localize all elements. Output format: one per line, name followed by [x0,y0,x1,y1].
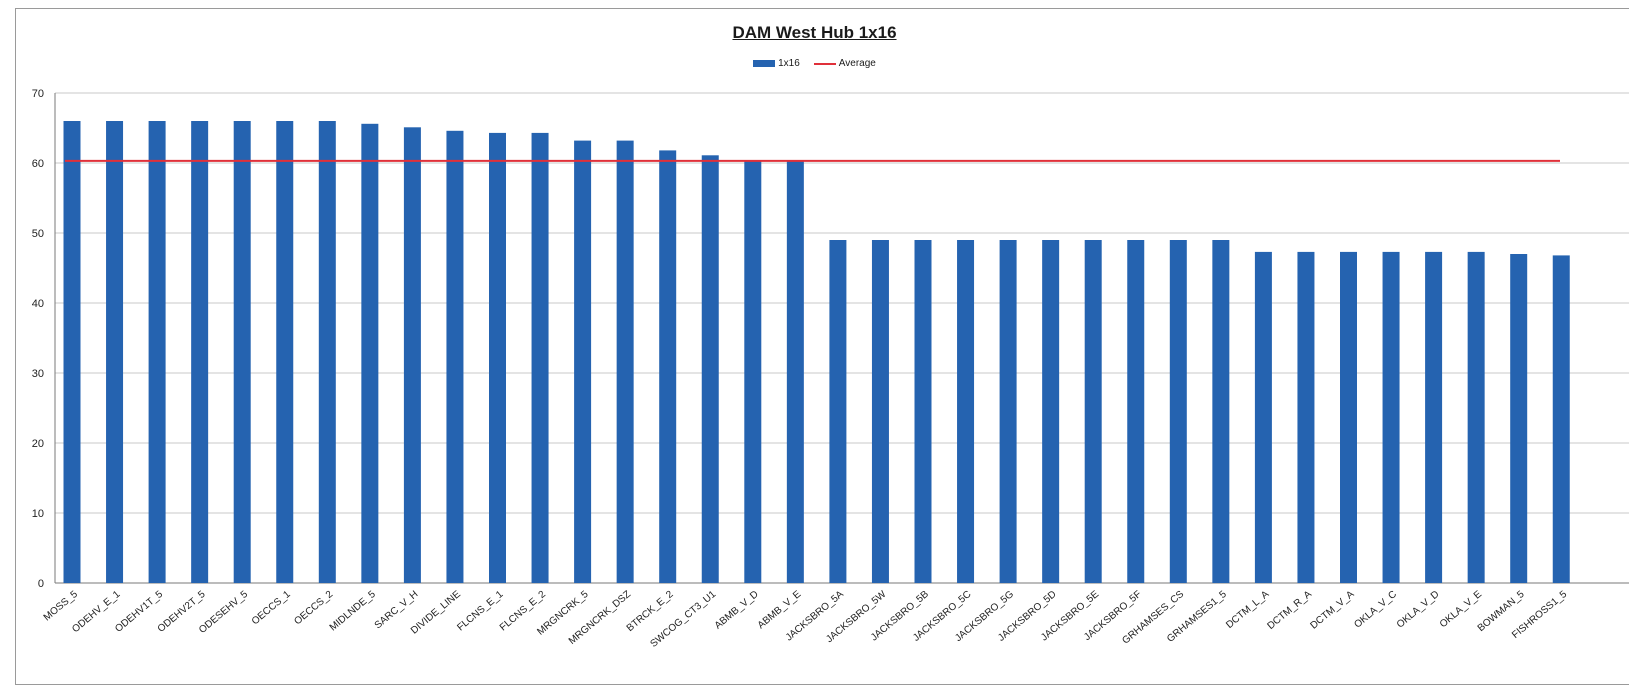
legend-label-average: Average [838,58,876,69]
bar [1340,251,1357,583]
x-tick-label: ABMB_V_D [713,589,761,632]
bar [233,121,251,583]
bar [106,121,124,583]
bar [276,121,294,583]
bar [1510,254,1528,583]
chart-legend: 1x16 Average [0,58,1629,69]
bar [616,140,634,583]
bar [659,150,677,583]
bar [1042,240,1060,583]
bar [1297,251,1315,583]
bar [1169,240,1187,583]
x-tick-label: MOSS_5 [42,589,80,624]
y-tick-label: 60 [32,158,44,170]
bar [786,160,804,583]
x-tick-label: OKLA_V_D [1395,589,1442,631]
bar [63,121,81,583]
legend-swatch-line [813,62,836,65]
bar [361,123,379,584]
bar [446,130,464,584]
bar [1212,240,1230,583]
y-tick-label: 0 [38,578,44,590]
x-tick-label: OKLA_V_C [1352,589,1399,631]
bar [1425,251,1443,583]
legend-label-bars: 1x16 [778,58,800,69]
x-tick-label: OECCS_2 [292,589,335,628]
bar [489,132,506,583]
y-tick-label: 30 [32,368,44,380]
bar [701,155,719,584]
y-tick-label: 20 [32,438,44,450]
x-tick-label: DCTM_R_A [1266,589,1315,632]
bar [403,127,421,584]
bar [148,121,166,583]
x-tick-label: DCTM_L_A [1224,589,1271,631]
bar [744,160,762,583]
bar [999,240,1017,583]
y-tick-label: 70 [32,88,44,100]
y-tick-label: 10 [32,508,44,520]
legend-swatch-bar [753,60,776,67]
legend-item-average: Average [813,58,876,69]
bar [1127,240,1145,583]
bar [574,140,592,583]
y-tick-label: 40 [32,298,44,310]
chart-title: DAM West Hub 1x16 [732,23,897,42]
bar [1254,251,1272,583]
bar [1467,251,1485,583]
bar [1552,255,1570,583]
y-tick-label: 50 [32,228,44,240]
x-tick-label: MIDLNDE_5 [328,589,378,634]
bar [871,240,889,583]
legend-item-bars: 1x16 [753,58,800,69]
bar [914,240,932,583]
x-tick-label: OECCS_1 [250,589,293,628]
bar [1382,251,1400,583]
bar [1084,240,1102,583]
bar [829,240,847,583]
bar [318,121,336,583]
x-tick-label: DCTM_V_A [1308,589,1356,632]
bar [957,240,975,583]
bar [191,121,209,583]
bar [531,132,549,583]
